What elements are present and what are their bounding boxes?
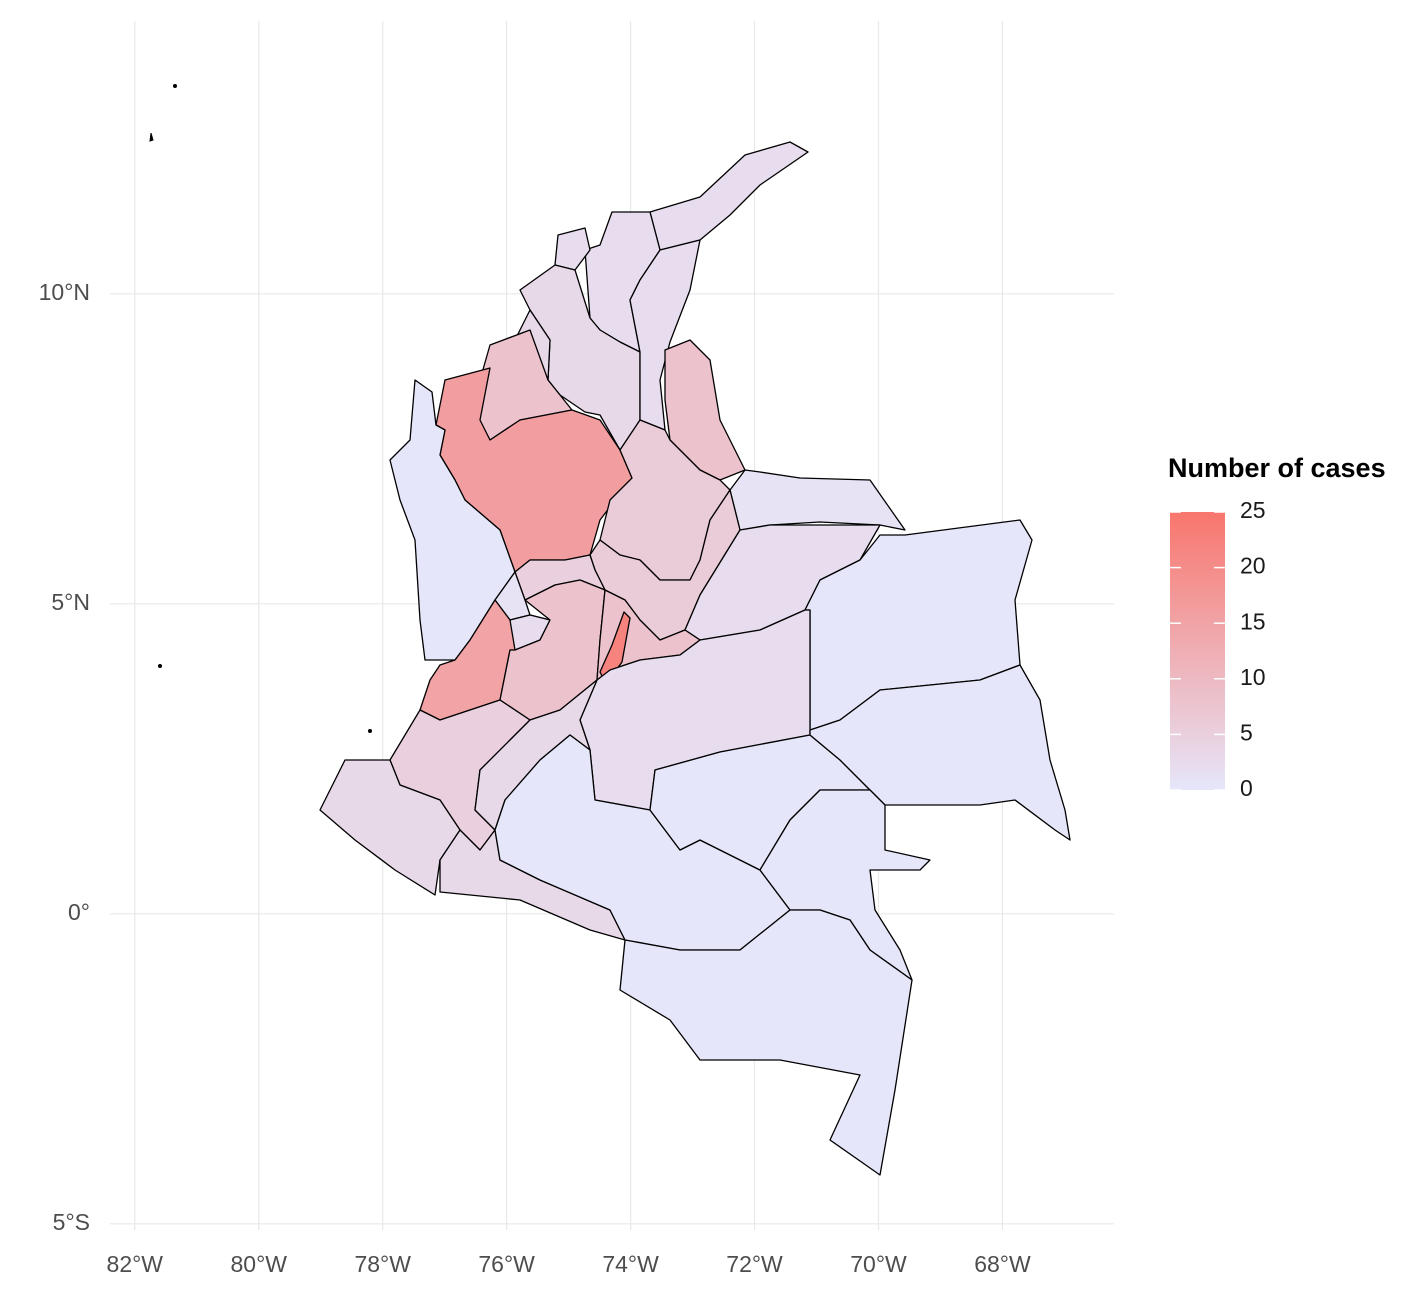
y-tick-label: 5°N (51, 589, 90, 615)
region (599, 611, 631, 685)
x-tick-label: 72°W (726, 1251, 783, 1277)
island (149, 132, 154, 142)
x-tick-label: 80°W (230, 1251, 287, 1277)
colorbar-label: 5 (1240, 719, 1253, 745)
colorbar (1170, 512, 1225, 790)
legend-title: Number of cases (1168, 453, 1386, 483)
region (619, 909, 913, 1176)
colorbar-label: 25 (1240, 497, 1266, 523)
y-tick-label: 10°N (39, 279, 90, 305)
region (554, 227, 591, 271)
x-tick-label: 78°W (354, 1251, 411, 1277)
region (649, 141, 809, 251)
colorbar-label: 0 (1240, 775, 1253, 801)
region (809, 664, 1071, 841)
x-tick-label: 70°W (850, 1251, 907, 1277)
x-tick-label: 74°W (602, 1251, 659, 1277)
colorbar-label: 10 (1240, 664, 1266, 690)
island (173, 84, 177, 88)
y-tick-label: 0° (68, 899, 90, 925)
island (368, 729, 372, 733)
region (664, 339, 746, 481)
x-tick-label: 82°W (107, 1251, 164, 1277)
x-tick-label: 76°W (478, 1251, 535, 1277)
y-tick-label: 5°S (53, 1209, 90, 1235)
colorbar-label: 15 (1240, 608, 1266, 634)
x-tick-label: 68°W (974, 1251, 1031, 1277)
island (158, 664, 162, 668)
colorbar-label: 20 (1240, 553, 1266, 579)
